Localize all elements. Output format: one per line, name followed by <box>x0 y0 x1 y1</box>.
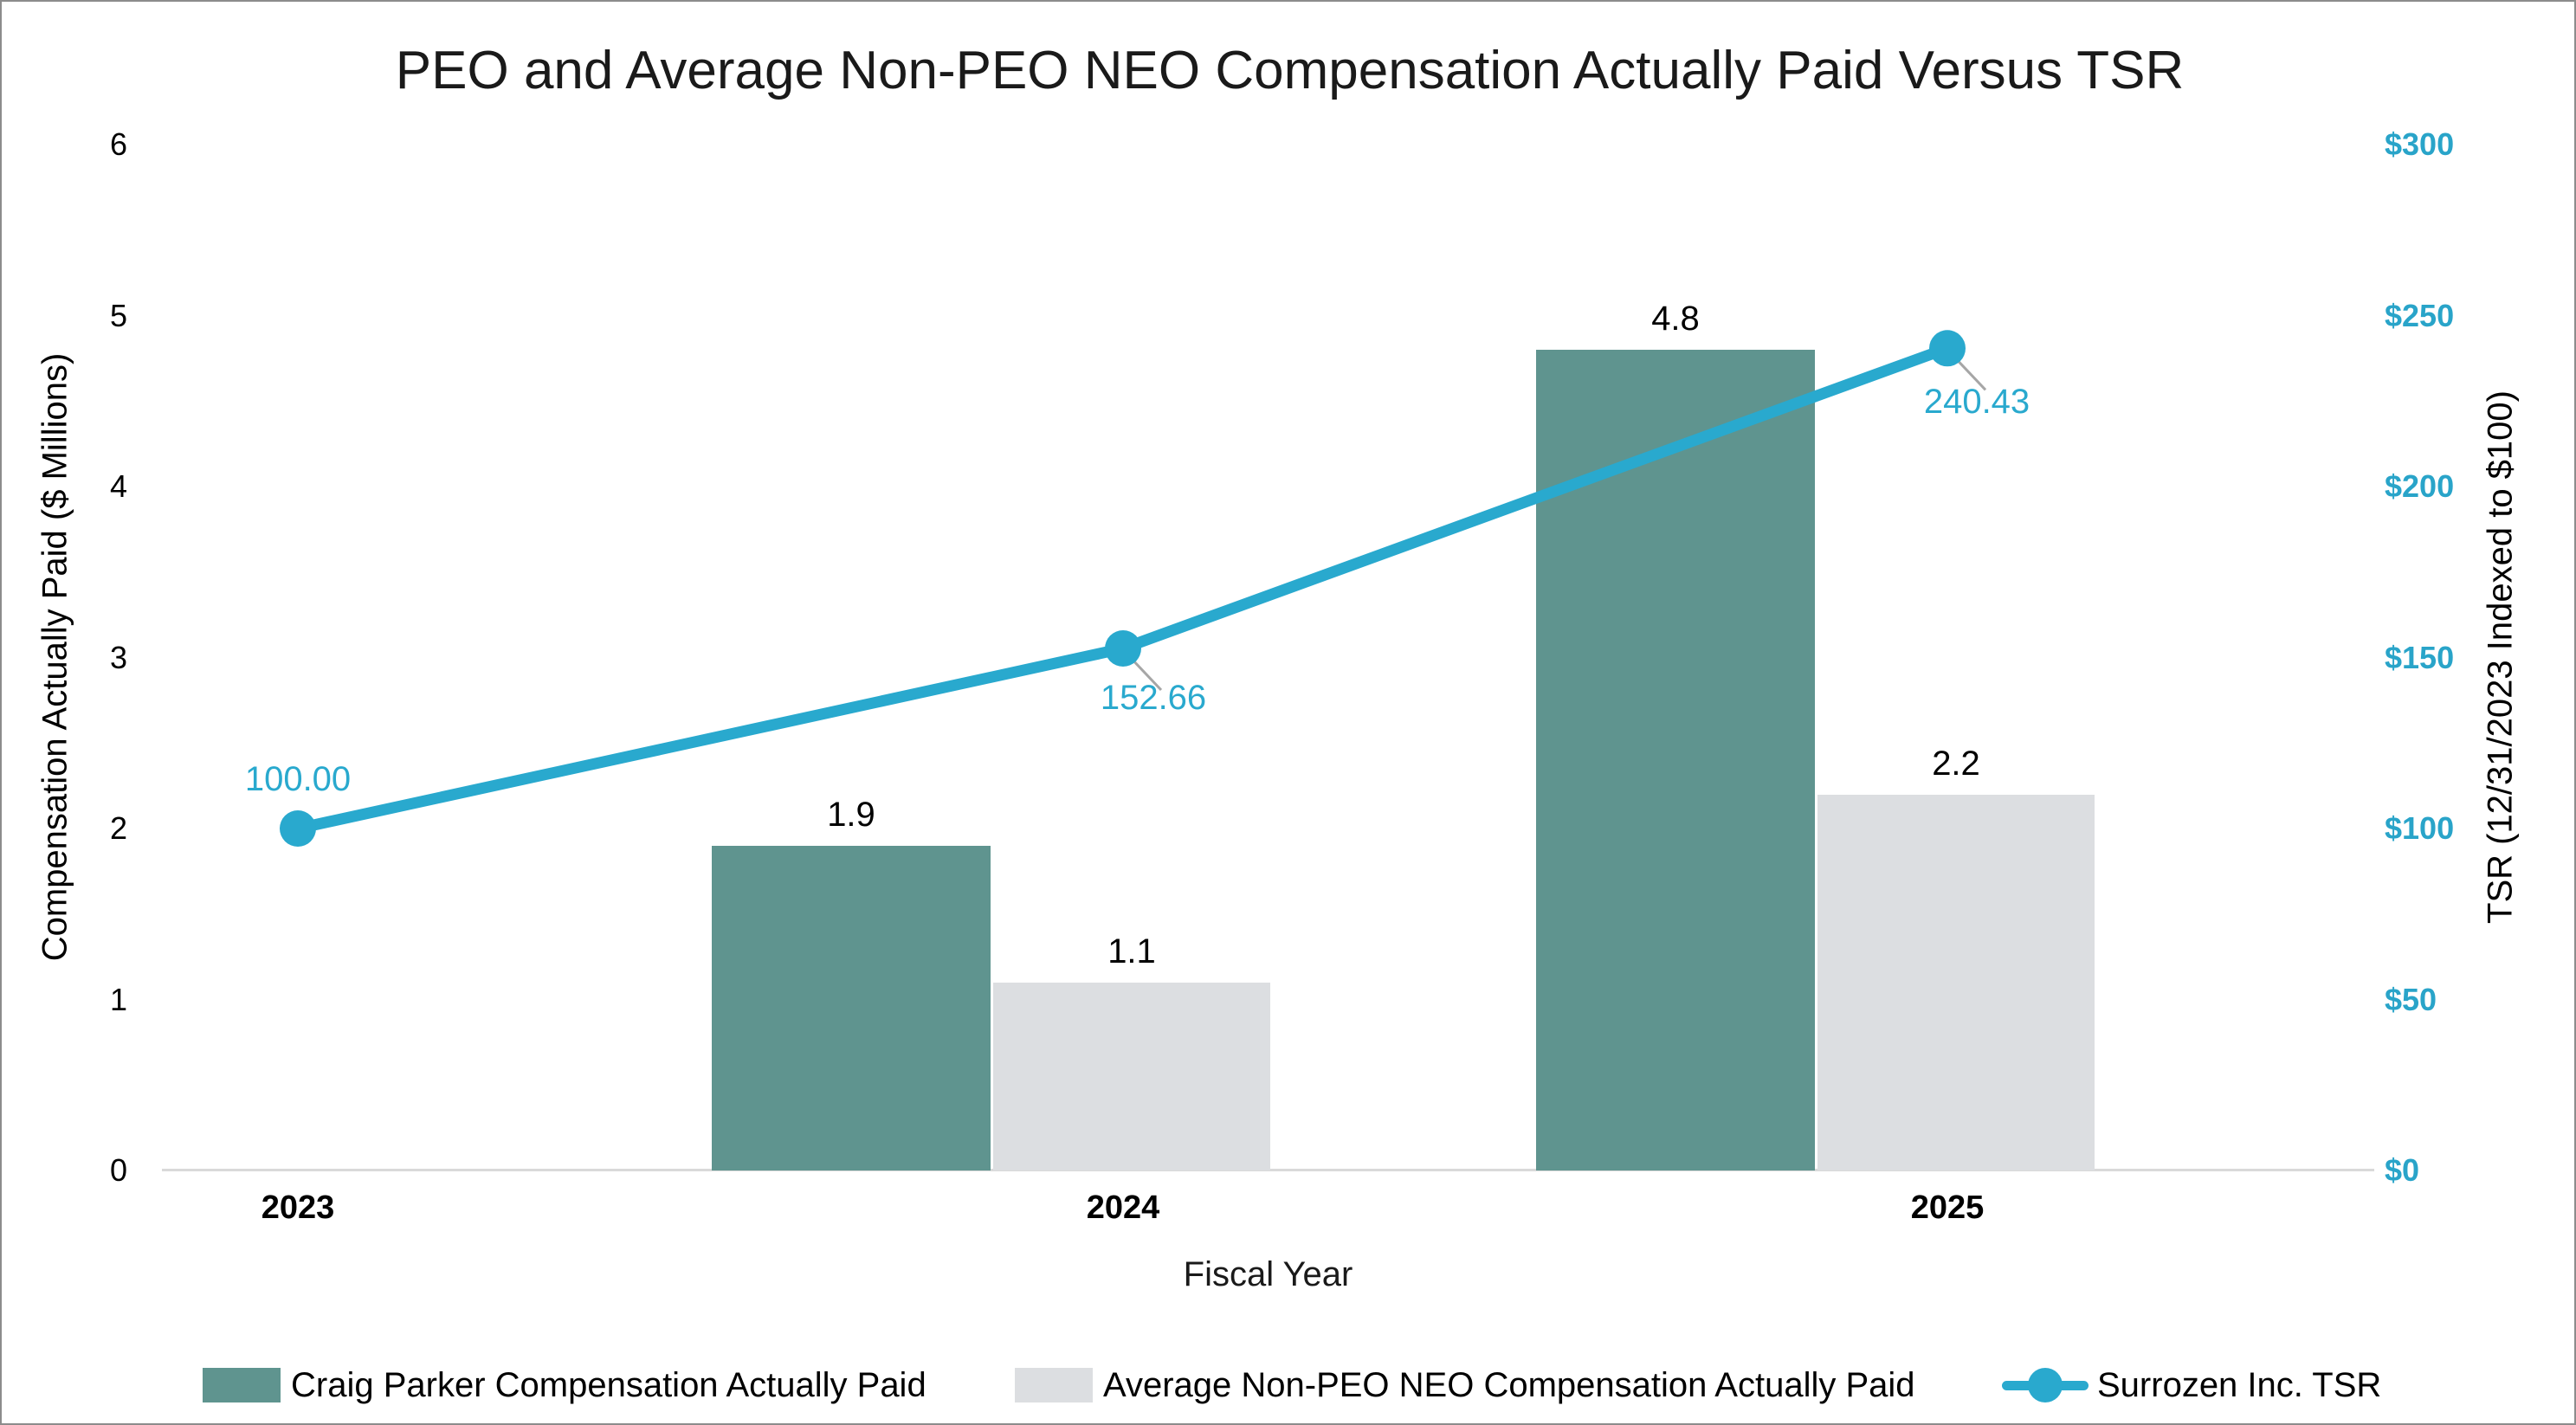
tsr-point-label: 152.66 <box>1100 678 1207 717</box>
peo-bar-swatch <box>203 1368 281 1402</box>
bar-neo-2024 <box>993 982 1270 1170</box>
y-right-tick: $50 <box>2385 981 2437 1017</box>
y-right-tick: $300 <box>2385 126 2455 162</box>
y-right-tick: $150 <box>2385 639 2455 675</box>
x-category-label: 2025 <box>1910 1190 1985 1226</box>
y-right-tick: $100 <box>2385 810 2455 846</box>
y-left-tick: 0 <box>109 1152 127 1188</box>
tsr-point-label: 100.00 <box>244 760 352 798</box>
tsr-line-swatch <box>2002 1368 2089 1402</box>
bar-peo-2025 <box>1536 350 1815 1170</box>
x-category-label: 2024 <box>1086 1190 1160 1226</box>
x-axis-title: Fiscal Year <box>1183 1255 1353 1293</box>
legend-label-peo: Craig Parker Compensation Actually Paid <box>291 1365 926 1404</box>
tsr-marker <box>1929 330 1966 367</box>
x-category-label: 2023 <box>261 1190 335 1226</box>
bar-value-label: 1.9 <box>827 795 875 834</box>
y-right-tick: $0 <box>2385 1152 2420 1188</box>
tsr-point-label: 240.43 <box>1923 383 2030 422</box>
y-left-tick: 1 <box>109 981 127 1017</box>
legend-item-neo: Average Non-PEO NEO Compensation Actuall… <box>1015 1363 1915 1408</box>
bar-value-label: 1.1 <box>1107 932 1156 970</box>
chart-title: PEO and Average Non-PEO NEO Compensation… <box>395 41 2185 100</box>
legend-label-tsr: Surrozen Inc. TSR <box>2097 1365 2382 1404</box>
y-left-tick: 4 <box>109 468 127 504</box>
y-left-tick: 2 <box>109 810 127 846</box>
neo-bar-swatch <box>1015 1368 1093 1402</box>
y-left-tick: 3 <box>109 639 127 675</box>
y-left-tick: 6 <box>109 126 127 162</box>
bar-value-label: 2.2 <box>1932 744 1980 783</box>
tsr-marker <box>280 810 316 847</box>
legend-label-neo: Average Non-PEO NEO Compensation Actuall… <box>1103 1365 1915 1404</box>
bar-neo-2025 <box>1817 794 2095 1170</box>
y-right-tick: $250 <box>2385 297 2455 333</box>
bar-peo-2024 <box>712 845 991 1170</box>
y-left-tick: 5 <box>109 297 127 333</box>
y-axis-right-title: TSR (12/31/2023 Indexed to $100) <box>2481 390 2520 924</box>
legend-item-tsr: Surrozen Inc. TSR <box>2002 1363 2381 1408</box>
tsr-marker <box>1105 629 1141 667</box>
y-right-tick: $200 <box>2385 468 2455 504</box>
bar-value-label: 4.8 <box>1651 300 1700 338</box>
legend-item-peo: Craig Parker Compensation Actually Paid <box>203 1363 926 1408</box>
